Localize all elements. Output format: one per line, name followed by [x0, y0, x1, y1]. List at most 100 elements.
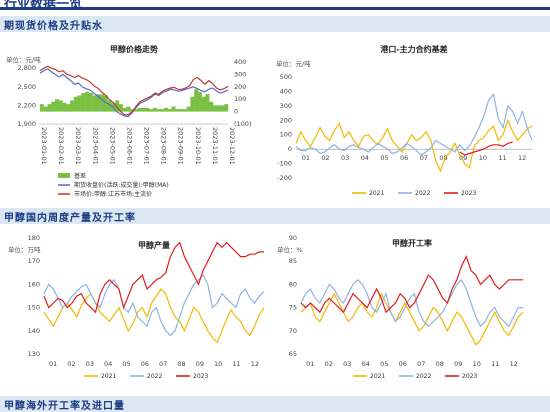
y-tick-label-right: 300 — [234, 70, 246, 78]
x-tick-label: 07 — [420, 154, 428, 162]
series-line-2023 — [459, 141, 513, 156]
basis-bar — [137, 107, 142, 112]
x-tick-label: 01 — [49, 360, 57, 368]
y-tick-label-left: 2,500 — [17, 83, 36, 91]
series-line-2022 — [43, 274, 265, 337]
y-tick-label-right: (100) — [234, 120, 251, 128]
legend-label-spot: 市场价:甲醇:江苏市场:主流价 — [74, 190, 152, 198]
y-axis-unit-label: 单位：元/吨 — [276, 59, 311, 68]
x-tick-label: 11 — [232, 360, 240, 368]
chart-title: 港口-主力合约基差 — [380, 44, 447, 54]
series-line-2023 — [300, 255, 523, 314]
y-tick-label: 90 — [289, 234, 297, 242]
y-tick-label: 200 — [280, 116, 292, 124]
y-tick-label: 80 — [289, 280, 297, 288]
basis-bar — [73, 96, 78, 112]
basis-bar — [156, 109, 161, 112]
basis-bar — [122, 107, 127, 112]
top-rule — [0, 7, 550, 10]
x-tick-label: 2023-04-01 — [91, 127, 99, 165]
x-tick-label: 11 — [491, 360, 499, 368]
x-tick-label: 02 — [325, 360, 333, 368]
basis-bar — [107, 100, 112, 112]
basis-bar — [66, 104, 71, 112]
basis-bar — [40, 104, 44, 112]
legend-label-2021: 2021 — [101, 373, 116, 380]
port-basis-chart-panel: 港口-主力合约基差 单位：元/吨 500 400 300 200 100 0 -100 -200 0… — [270, 36, 550, 204]
legend-label-2023: 2023 — [193, 373, 208, 380]
x-tick-label: 2023-01-01 — [40, 127, 48, 165]
basis-bar — [58, 100, 63, 112]
x-tick-label: 06 — [400, 154, 408, 162]
basis-bar — [43, 106, 48, 112]
x-tick-label: 2023-08-01 — [160, 127, 168, 165]
x-tick-label: 2023-10-01 — [194, 127, 202, 165]
y-tick-label-left: 2,800 — [17, 64, 36, 72]
y-tick-label: 160 — [28, 280, 40, 288]
x-tick-label: 04 — [361, 154, 369, 162]
x-tick-label: 06 — [399, 360, 407, 368]
legend-label-2022: 2022 — [147, 373, 162, 380]
x-tick-label: 12 — [510, 360, 518, 368]
basis-bar — [145, 107, 150, 112]
basis-bar — [171, 106, 176, 112]
x-tick-label: 07 — [159, 360, 167, 368]
chart-title: 甲醇价格走势 — [110, 44, 158, 54]
series-line-2022 — [295, 92, 533, 156]
x-tick-label: 2023-03-01 — [74, 127, 82, 165]
basis-bar — [220, 105, 225, 112]
y-tick-label: 180 — [28, 234, 40, 242]
y-axis-unit-label: 单位：% — [277, 245, 303, 254]
basis-bar — [179, 109, 184, 112]
basis-bar — [175, 109, 180, 112]
x-tick-label: 06 — [141, 360, 149, 368]
basis-bar — [47, 104, 52, 112]
legend-label-futures: 期货收盘价(活跃:成交量):甲醇(MA) — [74, 181, 169, 189]
basis-bar — [190, 96, 195, 112]
futures-price-line — [39, 68, 229, 118]
y-tick-label: 85 — [289, 257, 297, 265]
basis-bar — [130, 109, 135, 112]
basis-bar — [141, 107, 146, 112]
basis-bar — [194, 89, 199, 112]
x-tick-label: 04 — [104, 360, 112, 368]
y-tick-label: 65 — [289, 350, 297, 358]
x-tick-label: 09 — [459, 154, 467, 162]
x-tick-label: 10 — [473, 360, 481, 368]
section-title-overseas: 甲醇海外开工率及进口量 — [4, 401, 125, 412]
basis-bar — [88, 93, 93, 112]
x-tick-label: 08 — [177, 360, 185, 368]
basis-bar — [134, 109, 138, 112]
basis-bar — [92, 95, 97, 112]
y-tick-label: 150 — [28, 304, 40, 312]
x-tick-label: 02 — [321, 154, 329, 162]
x-tick-label: 12 — [518, 154, 526, 162]
top-title: 行业数据一览 — [4, 0, 83, 12]
x-tick-label: 08 — [436, 360, 444, 368]
basis-bar — [118, 104, 123, 112]
series-line-2022 — [300, 278, 523, 328]
basis-bar — [149, 109, 153, 112]
legend-label-2023: 2023 — [461, 190, 476, 197]
basis-bar — [205, 94, 210, 112]
section-header-prices: 期现货价格及升贴水 — [0, 16, 550, 32]
chart-title: 甲醇产量 — [138, 240, 170, 250]
x-tick-label: 08 — [439, 154, 447, 162]
y-tick-label: -100 — [277, 160, 292, 168]
y-tick-label: 0 — [288, 145, 292, 153]
y-tick-label: 75 — [289, 304, 297, 312]
y-tick-label-right: 0 — [234, 108, 238, 116]
legend-label-2023: 2023 — [462, 373, 477, 380]
y-tick-label: 100 — [280, 131, 292, 139]
output-chart-panel: 甲醇产量 单位：万吨 180 170 160 150 140 130 01 02 03 04 05 06 0… — [0, 226, 275, 394]
basis-bar — [182, 109, 187, 112]
basis-bar — [216, 105, 221, 112]
x-tick-label: 10 — [214, 360, 222, 368]
y-tick-label: 500 — [280, 73, 292, 81]
x-tick-label: 12 — [251, 360, 259, 368]
chart-title: 甲醇开工率 — [392, 238, 432, 248]
